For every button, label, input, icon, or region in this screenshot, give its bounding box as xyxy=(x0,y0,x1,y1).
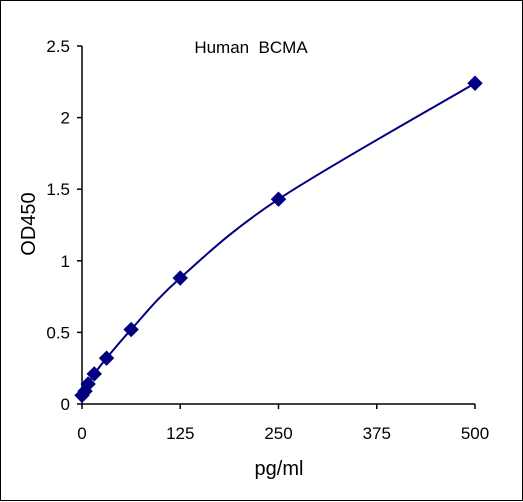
data-point-diamond xyxy=(467,75,483,91)
data-point-diamond xyxy=(98,350,115,366)
x-axis-title: pg/ml xyxy=(255,458,304,480)
y-tick-label: 1.5 xyxy=(46,180,70,199)
chart-title: Human BCMA xyxy=(194,38,308,57)
standard-curve-line xyxy=(81,82,476,397)
axes xyxy=(81,46,475,405)
y-tick-label: 2 xyxy=(61,109,70,128)
y-axis-ticks: 0 0.5 1 1.5 2 2.5 xyxy=(46,37,82,414)
data-point-diamond xyxy=(80,376,96,392)
x-tick-label: 125 xyxy=(166,424,194,443)
x-axis-ticks: 0 125 250 375 500 xyxy=(77,404,489,443)
data-points xyxy=(74,75,483,404)
y-tick-label: 2.5 xyxy=(46,37,70,56)
x-tick-label: 375 xyxy=(363,424,391,443)
x-tick-label: 0 xyxy=(77,424,86,443)
y-tick-label: 1 xyxy=(61,252,70,271)
data-point-diamond xyxy=(86,366,102,382)
x-tick-label: 500 xyxy=(461,424,489,443)
y-tick-label: 0.5 xyxy=(46,323,70,342)
y-tick-label: 0 xyxy=(61,395,70,414)
data-point-diamond xyxy=(123,321,139,338)
data-point-diamond xyxy=(172,270,188,286)
y-axis-title: OD450 xyxy=(18,192,40,255)
x-tick-label: 250 xyxy=(264,424,292,443)
data-point-diamond xyxy=(270,191,287,207)
